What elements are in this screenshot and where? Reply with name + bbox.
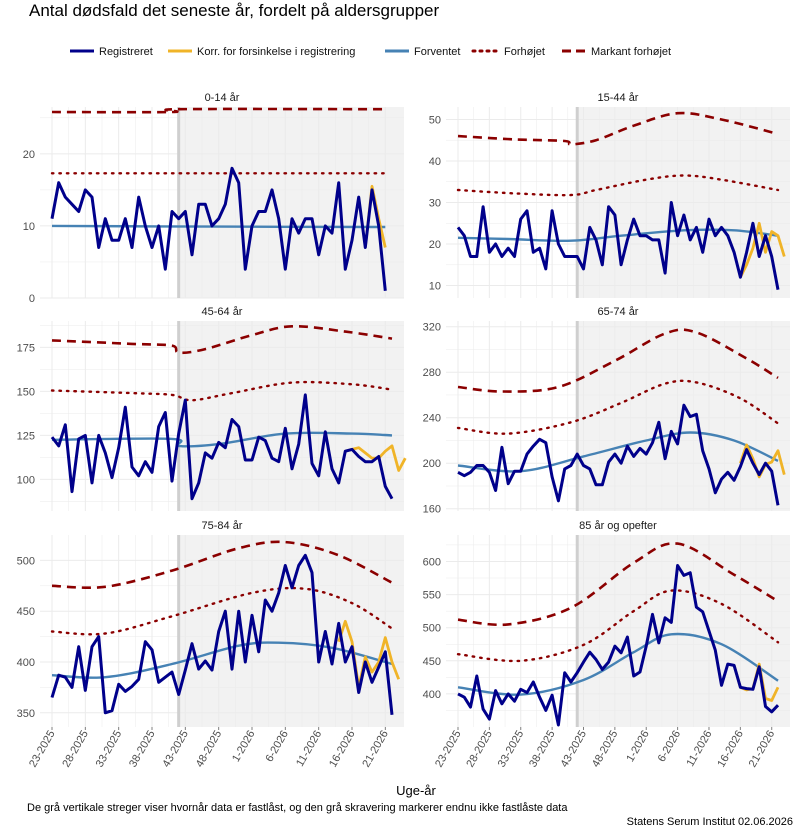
panel-title: 15-44 år (598, 92, 639, 104)
panel-title: 85 år og opefter (579, 520, 657, 532)
x-tick-label: 21-2026 (747, 729, 778, 770)
y-tick-label: 175 (17, 342, 35, 354)
series-markant (457, 111, 779, 146)
x-axis-title: Uge-år (396, 783, 436, 798)
legend-label-korr: Korr. for forsinkelse i registrering (197, 46, 355, 58)
series-registreret (457, 564, 780, 727)
panel-title: 65-74 år (598, 306, 639, 318)
series-registreret (50, 393, 394, 501)
unlocked-shade (178, 535, 404, 727)
facet-panel: 65-74 år 160 200 240 280 320 (423, 306, 790, 516)
panel-title: 0-14 år (205, 92, 240, 104)
unlocked-shade (178, 321, 404, 511)
facet-panel: 0-14 år 0 10 20 (23, 92, 404, 305)
y-tick-label: 400 (423, 689, 441, 701)
y-tick-label: 50 (429, 114, 441, 126)
legend: Registreret Korr. for forsinkelse i regi… (70, 46, 671, 58)
legend-label-forhojet: Forhøjet (504, 46, 545, 58)
chart-source: Statens Serum Institut 02.06.2026 (627, 816, 793, 828)
x-tick-label: 11-2026 (294, 729, 324, 769)
y-tick-label: 400 (17, 657, 35, 669)
y-tick-label: 500 (17, 555, 35, 567)
series-forventet (51, 224, 386, 229)
series-registreret (50, 166, 387, 291)
x-tick-label: 28-2025 (60, 729, 91, 770)
x-tick-label: 16-2026 (327, 729, 358, 770)
y-tick-label: 40 (429, 156, 441, 168)
series-markant (51, 540, 393, 590)
y-tick-label: 550 (423, 590, 441, 602)
x-tick-label: 23-2025 (27, 729, 58, 770)
series-registreret (50, 553, 394, 715)
series-forhojet (456, 589, 780, 663)
legend-label-registreret: Registreret (99, 46, 153, 58)
y-tick-label: 450 (17, 606, 35, 618)
y-tick-label: 150 (17, 386, 35, 398)
y-tick-label: 10 (429, 281, 441, 293)
y-tick-label: 125 (17, 430, 35, 442)
facet-panel: 85 år og opefter 400 450 500 550 600 (423, 520, 790, 727)
series-forventet (51, 641, 393, 679)
y-tick-label: 280 (423, 367, 441, 379)
x-tick-label: 33-2025 (94, 729, 125, 770)
series-forhojet (456, 174, 780, 197)
series-markant (51, 324, 393, 355)
x-tick-label: 28-2025 (464, 729, 495, 770)
y-tick-label: 600 (423, 556, 441, 568)
unlocked-shade (577, 535, 790, 727)
legend-label-forventet: Forventet (414, 46, 460, 58)
series-registreret (456, 201, 780, 290)
y-tick-label: 20 (23, 149, 35, 161)
y-tick-label: 200 (423, 458, 441, 470)
panel-title: 45-64 år (202, 306, 243, 318)
x-tick-label: 16-2026 (715, 729, 746, 770)
series-markant (457, 542, 779, 627)
x-tick-label: 1-2026 (230, 729, 258, 765)
series-forventet (457, 228, 779, 243)
facet-panel: 45-64 år 100 125 150 175 (17, 306, 407, 511)
x-tick-label: 48-2025 (194, 729, 225, 770)
x-tick-label: 6-2026 (263, 729, 291, 765)
series-markant (51, 107, 386, 114)
series-markant (457, 328, 779, 393)
y-tick-label: 0 (29, 293, 35, 305)
x-tick-label: 1-2026 (624, 729, 652, 765)
x-tick-label: 43-2025 (559, 729, 590, 770)
x-axes: 23-2025 28-2025 33-2025 38-2025 43-2025 48-20… (27, 727, 777, 769)
y-tick-label: 160 (423, 504, 441, 516)
x-tick-label: 11-2026 (684, 729, 714, 769)
facet-panels: 0-14 år 0 10 20 15-44 år 10 20 30 40 50 45-64 år 10… (17, 92, 790, 727)
y-tick-label: 500 (423, 623, 441, 635)
series-forventet (457, 632, 779, 696)
x-tick-label: 23-2025 (433, 729, 464, 770)
series-korr (739, 221, 786, 278)
series-registreret (457, 403, 780, 506)
x-tick-label: 33-2025 (496, 729, 527, 770)
y-tick-label: 30 (429, 198, 441, 210)
y-tick-label: 320 (423, 322, 441, 334)
y-tick-label: 350 (17, 708, 35, 720)
y-tick-label: 20 (429, 239, 441, 251)
legend-label-markant: Markant forhøjet (591, 46, 671, 58)
x-tick-label: 38-2025 (527, 729, 558, 770)
chart-caption: De grå vertikale streger viser hvornår d… (27, 802, 568, 814)
y-tick-label: 450 (423, 656, 441, 668)
series-korr (337, 619, 401, 689)
y-tick-label: 240 (423, 413, 441, 425)
y-tick-label: 100 (17, 474, 35, 486)
series-forhojet (50, 586, 394, 636)
unlocked-shade (178, 107, 404, 298)
y-tick-label: 10 (23, 221, 35, 233)
x-tick-label: 38-2025 (127, 729, 158, 770)
facet-panel: 15-44 år 10 20 30 40 50 (429, 92, 790, 298)
x-tick-label: 43-2025 (160, 729, 191, 770)
x-tick-label: 6-2026 (656, 729, 684, 765)
panel-title: 75-84 år (202, 520, 243, 532)
x-tick-label: 48-2025 (590, 729, 621, 770)
chart-title: Antal dødsfald det seneste år, fordelt p… (29, 1, 439, 20)
x-tick-label: 21-2026 (360, 729, 391, 770)
facet-panel: 75-84 år 350 400 450 500 (17, 520, 404, 727)
